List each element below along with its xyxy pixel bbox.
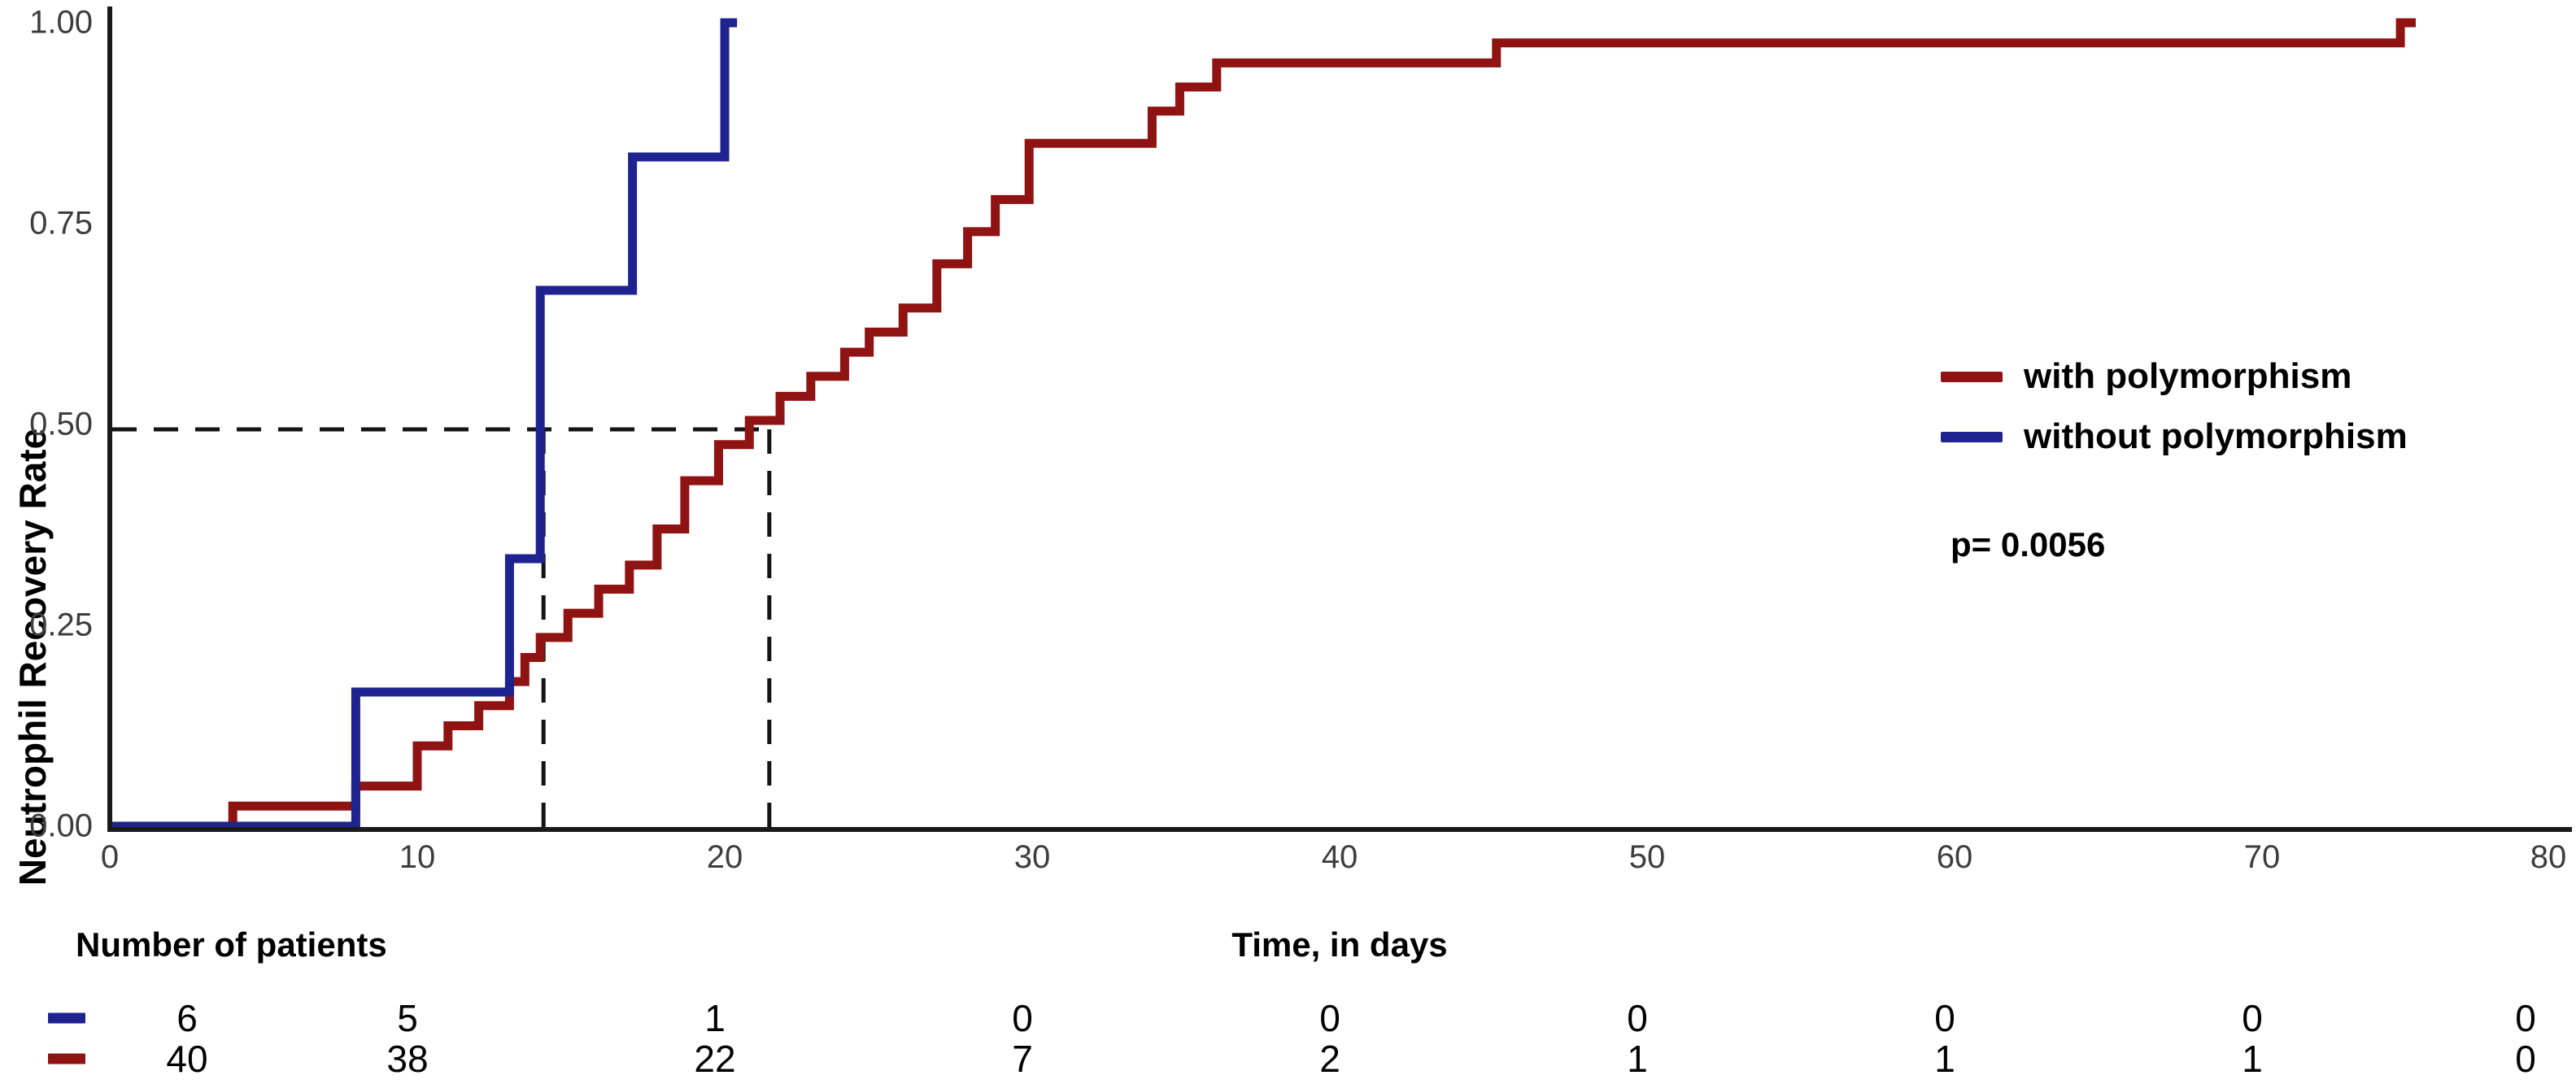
- x-tick-label-20: 20: [706, 839, 743, 875]
- y-tick-label-1.00: 1.00: [29, 4, 93, 41]
- x-tick-label-80: 80: [2530, 839, 2567, 875]
- legend-item-0: with polymorphism: [1941, 356, 2408, 397]
- risk-count-r0-c3: 0: [1012, 997, 1033, 1039]
- risk-row-swatch-0: [48, 1012, 85, 1024]
- x-axis-title: Time, in days: [1231, 925, 1448, 964]
- risk-row-swatch-1: [48, 1053, 85, 1064]
- legend-swatch-1: [1941, 431, 2003, 442]
- risk-count-r0-c6: 0: [1934, 997, 1955, 1039]
- x-tick-label-40: 40: [1321, 839, 1358, 875]
- risk-count-r0-c5: 0: [1627, 997, 1648, 1039]
- curve-with-polymorphism: [110, 18, 2416, 831]
- risk-count-r0-c2: 1: [704, 997, 726, 1039]
- legend-item-1: without polymorphism: [1941, 416, 2408, 457]
- y-tick-label-0.25: 0.25: [29, 607, 93, 643]
- x-tick-label-30: 30: [1013, 839, 1051, 875]
- risk-count-r1-c7: 1: [2242, 1038, 2263, 1080]
- risk-table-title: Number of patients: [76, 925, 387, 964]
- x-tick-label-50: 50: [1628, 839, 1666, 875]
- x-tick-label-10: 10: [399, 839, 436, 875]
- curve-without-polymorphism: [110, 18, 738, 831]
- risk-count-r1-c4: 2: [1319, 1038, 1340, 1080]
- legend: with polymorphism without polymorphism: [1941, 356, 2408, 457]
- risk-count-r0-c1: 5: [397, 997, 418, 1039]
- risk-count-r0-c8: 0: [2515, 997, 2536, 1039]
- y-tick-label-0.00: 0.00: [29, 808, 93, 844]
- risk-count-r0-c4: 0: [1319, 997, 1340, 1039]
- risk-count-r1-c0: 40: [166, 1038, 208, 1080]
- risk-count-r0-c7: 0: [2242, 997, 2263, 1039]
- risk-count-r1-c1: 38: [386, 1038, 429, 1080]
- risk-count-r1-c8: 0: [2515, 1038, 2536, 1080]
- legend-swatch-0: [1941, 371, 2003, 382]
- y-tick-label-0.75: 0.75: [29, 205, 93, 242]
- risk-count-r1-c3: 7: [1012, 1038, 1033, 1080]
- risk-count-r1-c6: 1: [1934, 1038, 1955, 1080]
- x-tick-label-0: 0: [100, 839, 120, 875]
- risk-count-r0-c0: 6: [177, 997, 198, 1039]
- legend-label-0: with polymorphism: [2024, 356, 2352, 396]
- p-value-label: p= 0.0056: [1951, 525, 2106, 564]
- x-tick-label-60: 60: [1936, 839, 1973, 875]
- risk-count-r1-c5: 1: [1627, 1038, 1648, 1080]
- x-tick-label-70: 70: [2243, 839, 2281, 875]
- y-tick-label-0.50: 0.50: [29, 406, 93, 442]
- legend-label-1: without polymorphism: [2024, 416, 2408, 456]
- risk-count-r1-c2: 22: [694, 1038, 736, 1080]
